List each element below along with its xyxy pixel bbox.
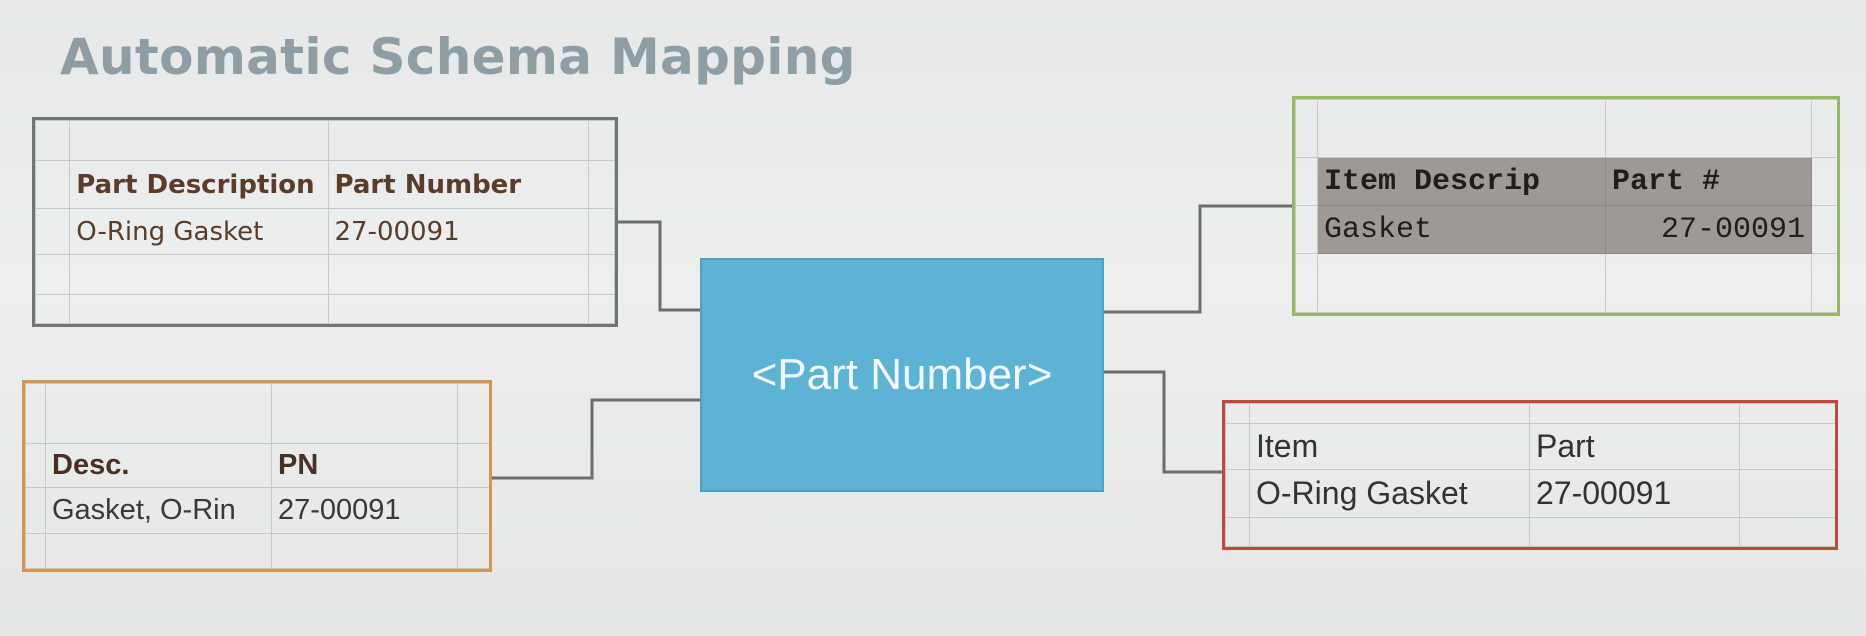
table-row: Gasket 27-00091 bbox=[1295, 205, 1837, 254]
table-row: Gasket, O-Rin 27-00091 bbox=[25, 487, 489, 534]
connector-center-to-red bbox=[1104, 370, 1222, 474]
part-number-node: <Part Number> bbox=[700, 258, 1104, 492]
table-cell: 27-00091 bbox=[327, 208, 589, 255]
spreadsheet-gray: Part Description Part Number O-Ring Gask… bbox=[32, 117, 618, 327]
table-cell: 27-00091 bbox=[1605, 205, 1812, 254]
header-cell: PN bbox=[271, 443, 458, 488]
header-cell: Item bbox=[1249, 423, 1530, 470]
spreadsheet-red: Item Part O-Ring Gasket 27-00091 bbox=[1222, 400, 1838, 550]
header-cell: Desc. bbox=[45, 443, 272, 488]
header-cell: Part Description bbox=[69, 160, 329, 209]
spreadsheet-orange: Desc. PN Gasket, O-Rin 27-00091 bbox=[22, 380, 492, 572]
connector-center-to-green bbox=[1104, 204, 1292, 314]
table-row: O-Ring Gasket 27-00091 bbox=[35, 208, 615, 255]
slide-title: Automatic Schema Mapping bbox=[60, 28, 856, 86]
table-cell: O-Ring Gasket bbox=[1249, 469, 1530, 518]
spreadsheet-green-grid: Item Descrip Part # Gasket 27-00091 bbox=[1295, 99, 1837, 313]
header-cell: Part # bbox=[1605, 157, 1812, 206]
spreadsheet-orange-grid: Desc. PN Gasket, O-Rin 27-00091 bbox=[25, 383, 489, 569]
part-number-node-label: <Part Number> bbox=[751, 350, 1053, 399]
spreadsheet-green: Item Descrip Part # Gasket 27-00091 bbox=[1292, 96, 1840, 316]
table-cell: O-Ring Gasket bbox=[69, 208, 329, 255]
connector-orange-to-center bbox=[492, 398, 700, 480]
spreadsheet-red-grid: Item Part O-Ring Gasket 27-00091 bbox=[1225, 403, 1835, 547]
header-cell: Part bbox=[1529, 423, 1740, 470]
spreadsheet-gray-grid: Part Description Part Number O-Ring Gask… bbox=[35, 120, 615, 324]
table-row: O-Ring Gasket 27-00091 bbox=[1225, 469, 1835, 518]
table-cell: 27-00091 bbox=[271, 487, 458, 534]
header-cell: Item Descrip bbox=[1317, 157, 1606, 206]
table-header-row: Item Descrip Part # bbox=[1295, 157, 1837, 206]
table-header-row: Desc. PN bbox=[25, 443, 489, 488]
table-cell: Gasket, O-Rin bbox=[45, 487, 272, 534]
table-header-row: Part Description Part Number bbox=[35, 160, 615, 209]
connector-gray-to-center bbox=[618, 220, 700, 312]
header-cell: Part Number bbox=[327, 160, 589, 209]
table-cell: 27-00091 bbox=[1529, 469, 1740, 518]
table-cell: Gasket bbox=[1317, 205, 1606, 254]
table-header-row: Item Part bbox=[1225, 423, 1835, 470]
